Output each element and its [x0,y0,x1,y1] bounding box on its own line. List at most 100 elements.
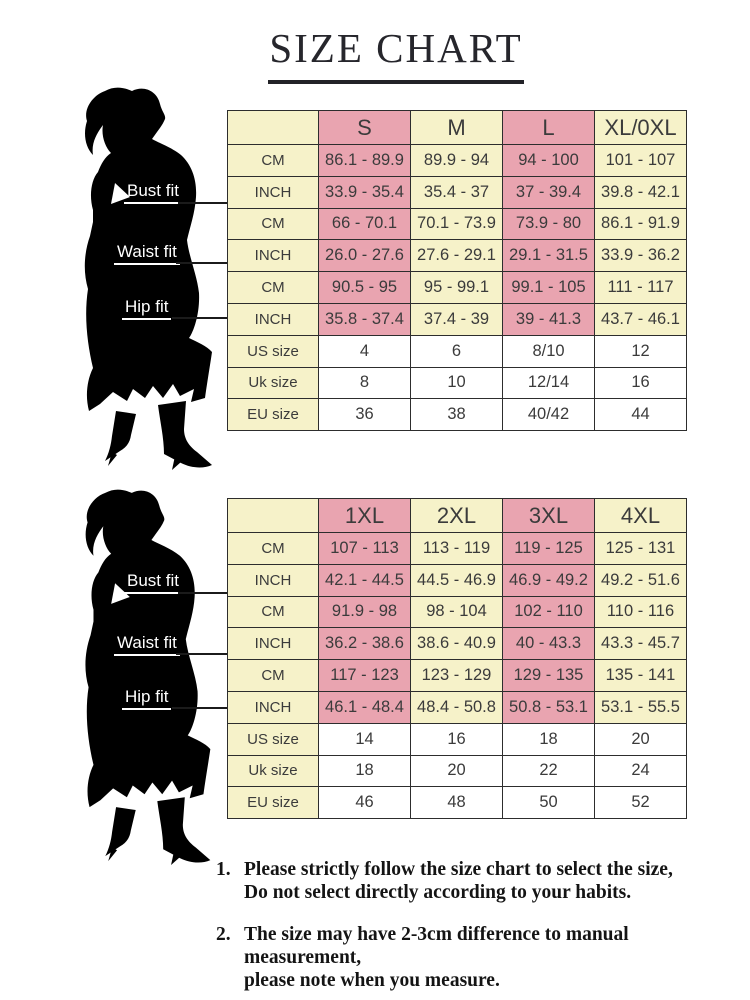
size-value-cell: 129 - 135 [502,659,595,692]
size-value-cell: 40 - 43.3 [502,627,595,661]
size-value-cell: 44.5 - 46.9 [410,563,503,597]
size-value-cell: 43.7 - 46.1 [594,302,687,336]
size-value-cell: 29.1 - 31.5 [502,239,595,273]
size-value-cell: 38.6 - 40.9 [410,627,503,661]
row-label-cell: CM [227,659,319,692]
table-row: US size 4 6 8/10 12 [227,334,687,368]
row-label-cell: CM [227,144,319,177]
size-value-cell: 48 [410,786,503,820]
size-value-cell: 43.3 - 45.7 [594,627,687,661]
size-value-cell: 117 - 123 [318,659,411,692]
size-column-header: S [318,110,411,145]
table-header-row: S M L XL/0XL [227,110,687,145]
size-table-regular: S M L XL/0XL CM 86.1 - 89.9 89.9 - 94 94 - 100 1… [227,110,687,432]
size-value-cell: 20 [410,754,503,788]
size-value-cell: 86.1 - 91.9 [594,207,687,241]
row-label-cell: Uk size [227,754,319,788]
row-label-cell: INCH [227,175,319,209]
row-label-cell: CM [227,271,319,304]
waist-fit-label: Waist fit [114,634,180,656]
size-value-cell: 123 - 129 [410,659,503,692]
size-value-cell: 26.0 - 27.6 [318,239,411,273]
waist-fit-label: Waist fit [114,243,180,265]
row-label-cell: US size [227,334,319,368]
notes: 1. Please strictly follow the size chart… [216,858,736,1000]
size-value-cell: 35.8 - 37.4 [318,302,411,336]
size-value-cell: 38 [410,398,503,432]
table-row: INCH 36.2 - 38.6 38.6 - 40.9 40 - 43.3 43.3 … [227,627,687,661]
size-value-cell: 90.5 - 95 [318,271,411,304]
table-row: CM 66 - 70.1 70.1 - 73.9 73.9 - 80 86.1 - 91… [227,207,687,241]
size-value-cell: 36 [318,398,411,432]
note-line: Please strictly follow the size chart to… [244,859,673,880]
size-value-cell: 46.9 - 49.2 [502,563,595,597]
size-value-cell: 119 - 125 [502,532,595,565]
table-row: INCH 26.0 - 27.6 27.6 - 29.1 29.1 - 31.5 33.… [227,239,687,273]
size-value-cell: 89.9 - 94 [410,144,503,177]
table-row: CM 91.9 - 98 98 - 104 102 - 110 110 - 116 [227,595,687,629]
note-text: The size may have 2-3cm difference to ma… [244,923,736,992]
hip-fit-line [172,707,227,709]
size-value-cell: 37 - 39.4 [502,175,595,209]
size-value-cell: 6 [410,334,503,368]
size-value-cell: 46 [318,786,411,820]
size-value-cell: 98 - 104 [410,595,503,629]
size-value-cell: 10 [410,366,503,400]
size-value-cell: 48.4 - 50.8 [410,690,503,724]
bust-fit-line [178,592,227,594]
woman-silhouette [84,87,212,470]
row-label-cell: EU size [227,786,319,820]
note-item: 2. The size may have 2-3cm difference to… [216,923,736,992]
bust-fit-line [178,202,227,204]
size-column-header: 3XL [502,498,595,533]
table-header-row: 1XL 2XL 3XL 4XL [227,498,687,533]
size-value-cell: 53.1 - 55.5 [594,690,687,724]
size-value-cell: 73.9 - 80 [502,207,595,241]
table-row: INCH 42.1 - 44.5 44.5 - 46.9 46.9 - 49.2 49.… [227,563,687,597]
row-label-cell: INCH [227,627,319,661]
size-value-cell: 24 [594,754,687,788]
note-item: 1. Please strictly follow the size chart… [216,858,736,904]
note-text: Please strictly follow the size chart to… [244,858,736,904]
size-value-cell: 135 - 141 [594,659,687,692]
size-value-cell: 70.1 - 73.9 [410,207,503,241]
size-value-cell: 18 [318,754,411,788]
size-value-cell: 46.1 - 48.4 [318,690,411,724]
size-value-cell: 99.1 - 105 [502,271,595,304]
size-value-cell: 8/10 [502,334,595,368]
size-value-cell: 39 - 41.3 [502,302,595,336]
row-label-cell: US size [227,722,319,756]
size-value-cell: 12 [594,334,687,368]
size-value-cell: 27.6 - 29.1 [410,239,503,273]
size-column-header: XL/0XL [594,110,687,145]
size-value-cell: 113 - 119 [410,532,503,565]
size-value-cell: 12/14 [502,366,595,400]
size-value-cell: 101 - 107 [594,144,687,177]
row-label-cell: Uk size [227,366,319,400]
table-row: INCH 46.1 - 48.4 48.4 - 50.8 50.8 - 53.1 53.… [227,690,687,724]
size-column-header: 1XL [318,498,411,533]
size-value-cell: 49.2 - 51.6 [594,563,687,597]
size-value-cell: 111 - 117 [594,271,687,304]
note-line: please note when you measure. [244,970,500,991]
bust-fit-label: Bust fit [124,182,182,204]
size-table-plus: 1XL 2XL 3XL 4XL CM 107 - 113 113 - 119 119 - 12… [227,498,687,820]
table-row: US size 14 16 18 20 [227,722,687,756]
size-column-header: 4XL [594,498,687,533]
size-value-cell: 16 [594,366,687,400]
row-label-cell: CM [227,532,319,565]
size-value-cell: 110 - 116 [594,595,687,629]
size-column-header: 2XL [410,498,503,533]
size-value-cell: 52 [594,786,687,820]
size-value-cell: 102 - 110 [502,595,595,629]
row-label-cell: CM [227,595,319,629]
size-value-cell: 42.1 - 44.5 [318,563,411,597]
table-row: INCH 35.8 - 37.4 37.4 - 39 39 - 41.3 43.7 - … [227,302,687,336]
size-value-cell: 50 [502,786,595,820]
size-value-cell: 125 - 131 [594,532,687,565]
row-label-cell: CM [227,207,319,241]
row-label-cell: INCH [227,302,319,336]
note-line: The size may have 2-3cm difference to ma… [244,924,629,968]
note-line: Do not select directly according to your… [244,882,632,903]
